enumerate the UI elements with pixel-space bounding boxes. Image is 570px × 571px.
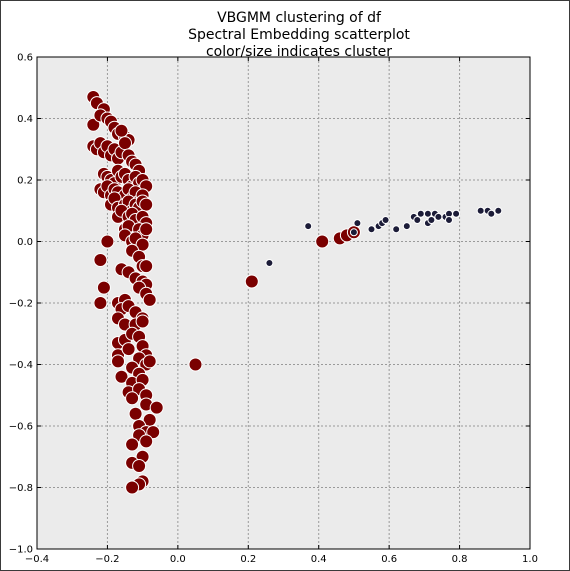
data-point-large [139,434,154,449]
data-point-small [349,228,358,237]
y-tick-label: 0.0 [17,237,33,248]
data-point-large [244,274,259,289]
data-point-small [367,225,376,234]
data-point-large [125,437,140,452]
y-tick-label: −0.2 [9,299,33,310]
data-point-large [142,354,157,369]
data-point-large [128,406,143,421]
data-point-small [416,209,425,218]
data-point-large [125,480,140,495]
data-point-large [93,253,108,267]
data-point-small [381,216,390,224]
data-point-small [434,212,443,221]
x-tick-label: 0.4 [311,554,327,565]
y-tick-label: 0.2 [17,176,33,187]
x-tick-label: 0.6 [381,554,397,565]
data-point-large [111,354,125,369]
data-point-large [86,117,101,132]
data-point-large [125,391,140,406]
y-tick-label: −0.8 [9,483,33,494]
data-point-large [188,357,203,372]
y-tick-label: 0.4 [17,114,33,125]
data-point-small [413,216,422,224]
data-point-large [139,197,154,212]
x-tick-label: 0.8 [452,554,468,565]
data-point-large [114,369,129,384]
data-point-large [132,459,147,473]
data-point-small [353,219,362,228]
axis-ticks: −0.4 −0.2 0.0 0.2 0.4 0.6 0.8 1.0 −1.0 −0.8 −0.6 −0… [9,53,538,566]
data-point-large [118,136,132,151]
chart-title-line-3: color/size indicates cluster [206,44,392,60]
data-point-large [135,314,150,329]
data-point-small [304,222,313,231]
data-point-small [265,259,274,267]
data-point-large [315,234,330,249]
data-point-small [427,216,436,224]
x-tick-label: −0.4 [25,554,49,565]
data-point-large [96,280,111,295]
y-tick-label: −0.6 [9,422,33,433]
chart-title-line-1: VBGMM clustering of df [217,10,382,26]
data-point-large [100,234,115,249]
data-point-large [121,342,136,357]
grid-lines [37,57,530,549]
data-point-small [392,225,401,234]
data-point-large [146,425,161,440]
data-point-small [487,209,496,218]
y-tick-label: −1.0 [9,545,33,556]
data-point-large [93,296,108,310]
y-tick-label: −0.4 [9,360,33,371]
data-point-small [402,222,411,231]
data-point-large [142,292,157,307]
data-point-large [149,400,164,415]
data-point-small [494,206,503,215]
data-point-small [445,216,453,224]
x-tick-label: −0.2 [95,554,119,565]
data-point-large [139,222,154,237]
data-point-large [139,259,154,274]
data-point-small [452,209,461,218]
data-point-large [114,123,129,138]
x-tick-label: 0.0 [170,554,186,565]
data-points [86,90,503,495]
x-tick-label: 0.2 [240,554,256,565]
x-tick-label: 1.0 [522,554,538,565]
y-tick-label: 0.6 [17,53,33,64]
data-point-small [476,206,485,215]
chart-title-line-2: Spectral Embedding scatterplot [188,27,410,43]
